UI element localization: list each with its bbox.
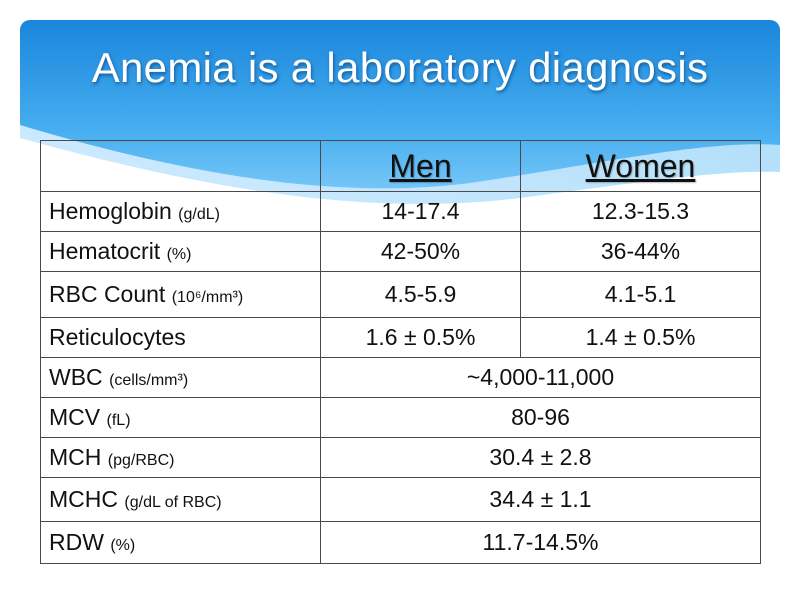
table-row: MCH (pg/RBC) 30.4 ± 2.8 xyxy=(40,437,761,478)
men-value: 4.5-5.9 xyxy=(320,271,521,318)
table-row: MCHC (g/dL of RBC) 34.4 ± 1.1 xyxy=(40,477,761,522)
table-row: RBC Count (10⁶/mm³) 4.5-5.9 4.1-5.1 xyxy=(40,271,761,318)
param-unit: (%) xyxy=(166,246,192,263)
header-men: Men xyxy=(320,140,521,192)
women-value: 4.1-5.1 xyxy=(520,271,761,318)
table-row: MCV (fL) 80-96 xyxy=(40,397,761,438)
param-name: Hematocrit xyxy=(49,238,161,264)
param-unit: (fL) xyxy=(106,412,131,429)
param-cell: MCHC (g/dL of RBC) xyxy=(40,477,321,522)
slide-title: Anemia is a laboratory diagnosis xyxy=(91,44,709,91)
param-name: MCV xyxy=(49,404,101,430)
combined-value: 34.4 ± 1.1 xyxy=(320,477,761,522)
param-cell: MCH (pg/RBC) xyxy=(40,437,321,478)
header-women: Women xyxy=(520,140,761,192)
table-row: RDW (%) 11.7-14.5% xyxy=(40,521,761,564)
param-unit: (g/dL of RBC) xyxy=(124,494,222,511)
param-name: MCHC xyxy=(49,486,118,512)
combined-value: 80-96 xyxy=(320,397,761,438)
women-value: 36-44% xyxy=(520,231,761,272)
param-name: Hemoglobin xyxy=(49,198,172,224)
param-cell: Reticulocytes xyxy=(40,317,321,358)
table-row: Hemoglobin (g/dL) 14-17.4 12.3-15.3 xyxy=(40,191,761,232)
param-name: RBC Count xyxy=(49,281,166,307)
param-unit: (pg/RBC) xyxy=(107,452,175,469)
women-value: 12.3-15.3 xyxy=(520,191,761,232)
combined-value: 11.7-14.5% xyxy=(320,521,761,564)
param-cell: RDW (%) xyxy=(40,521,321,564)
women-value: 1.4 ± 0.5% xyxy=(520,317,761,358)
table-header-row: Men Women xyxy=(40,140,761,192)
param-cell: WBC (cells/mm³) xyxy=(40,357,321,398)
param-cell: MCV (fL) xyxy=(40,397,321,438)
header-corner-cell xyxy=(40,140,321,192)
combined-value: ~4,000-11,000 xyxy=(320,357,761,398)
param-name: Reticulocytes xyxy=(49,324,186,350)
table-row: Hematocrit (%) 42-50% 36-44% xyxy=(40,231,761,272)
combined-value: 30.4 ± 2.8 xyxy=(320,437,761,478)
param-cell: RBC Count (10⁶/mm³) xyxy=(40,271,321,318)
param-unit: (g/dL) xyxy=(178,206,220,223)
men-value: 42-50% xyxy=(320,231,521,272)
param-cell: Hematocrit (%) xyxy=(40,231,321,272)
table-row: Reticulocytes 1.6 ± 0.5% 1.4 ± 0.5% xyxy=(40,317,761,358)
param-unit: (10⁶/mm³) xyxy=(171,289,244,306)
men-value: 14-17.4 xyxy=(320,191,521,232)
param-name: WBC xyxy=(49,364,103,390)
param-name: RDW xyxy=(49,529,104,555)
param-name: MCH xyxy=(49,444,102,470)
lab-values-table: Men Women Hemoglobin (g/dL) 14-17.4 12.3… xyxy=(40,140,761,564)
men-value: 1.6 ± 0.5% xyxy=(320,317,521,358)
param-cell: Hemoglobin (g/dL) xyxy=(40,191,321,232)
table-row: WBC (cells/mm³) ~4,000-11,000 xyxy=(40,357,761,398)
param-unit: (%) xyxy=(110,537,136,554)
param-unit: (cells/mm³) xyxy=(109,372,189,389)
